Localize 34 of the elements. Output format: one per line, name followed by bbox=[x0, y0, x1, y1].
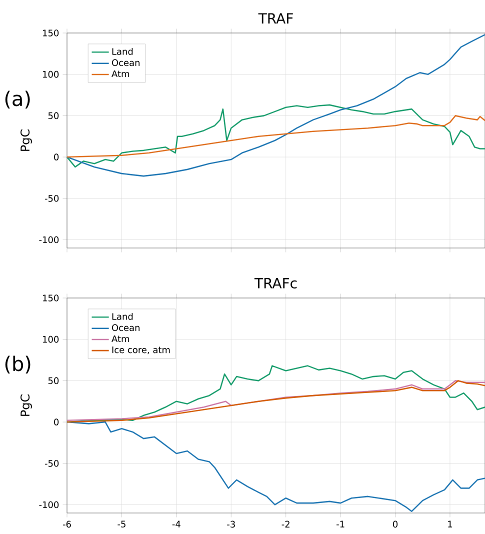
line-series bbox=[66, 34, 485, 177]
x-tick-label: -5 bbox=[118, 520, 126, 528]
y-tick-label: 100 bbox=[43, 70, 59, 78]
chart-title: TRAFc bbox=[254, 278, 297, 288]
x-tick-label: 0 bbox=[393, 520, 398, 528]
legend-label: Land bbox=[112, 48, 133, 55]
x-tick-label: -6 bbox=[62, 520, 71, 528]
y-tick-label: 50 bbox=[48, 377, 59, 384]
x-tick-label: -4 bbox=[172, 520, 180, 528]
legend-label: Ocean bbox=[112, 324, 140, 332]
y-tick-label: -50 bbox=[44, 460, 59, 467]
y-tick-label: 150 bbox=[43, 30, 59, 36]
x-tick-label: 1 bbox=[448, 520, 452, 528]
legend-label: Atm bbox=[112, 70, 129, 78]
chart-title: TRAF bbox=[258, 13, 293, 24]
y-tick-label: 50 bbox=[48, 112, 59, 120]
y-tick-label: 150 bbox=[43, 294, 59, 302]
text: (b) bbox=[5, 356, 30, 374]
x-tick-label: -2 bbox=[282, 520, 290, 528]
legend-label: Ocean bbox=[112, 59, 140, 66]
y-axis-title: PgC bbox=[20, 394, 32, 416]
legend-label: Atm bbox=[112, 335, 129, 342]
y-tick-label: -100 bbox=[39, 236, 59, 244]
y-tick-label: 0 bbox=[54, 418, 59, 426]
y-tick-label: 100 bbox=[43, 336, 59, 343]
text: (a) bbox=[5, 90, 30, 109]
y-tick-label: 0 bbox=[54, 154, 59, 160]
y-tick-label: -50 bbox=[44, 194, 59, 202]
x-tick-label: -1 bbox=[336, 520, 344, 528]
legend-label: Land bbox=[112, 312, 133, 320]
y-tick-label: -100 bbox=[39, 501, 59, 508]
x-tick-label: -3 bbox=[227, 520, 235, 528]
y-axis-title: PgC bbox=[20, 130, 32, 151]
legend-label: Ice core, atm bbox=[112, 346, 170, 354]
